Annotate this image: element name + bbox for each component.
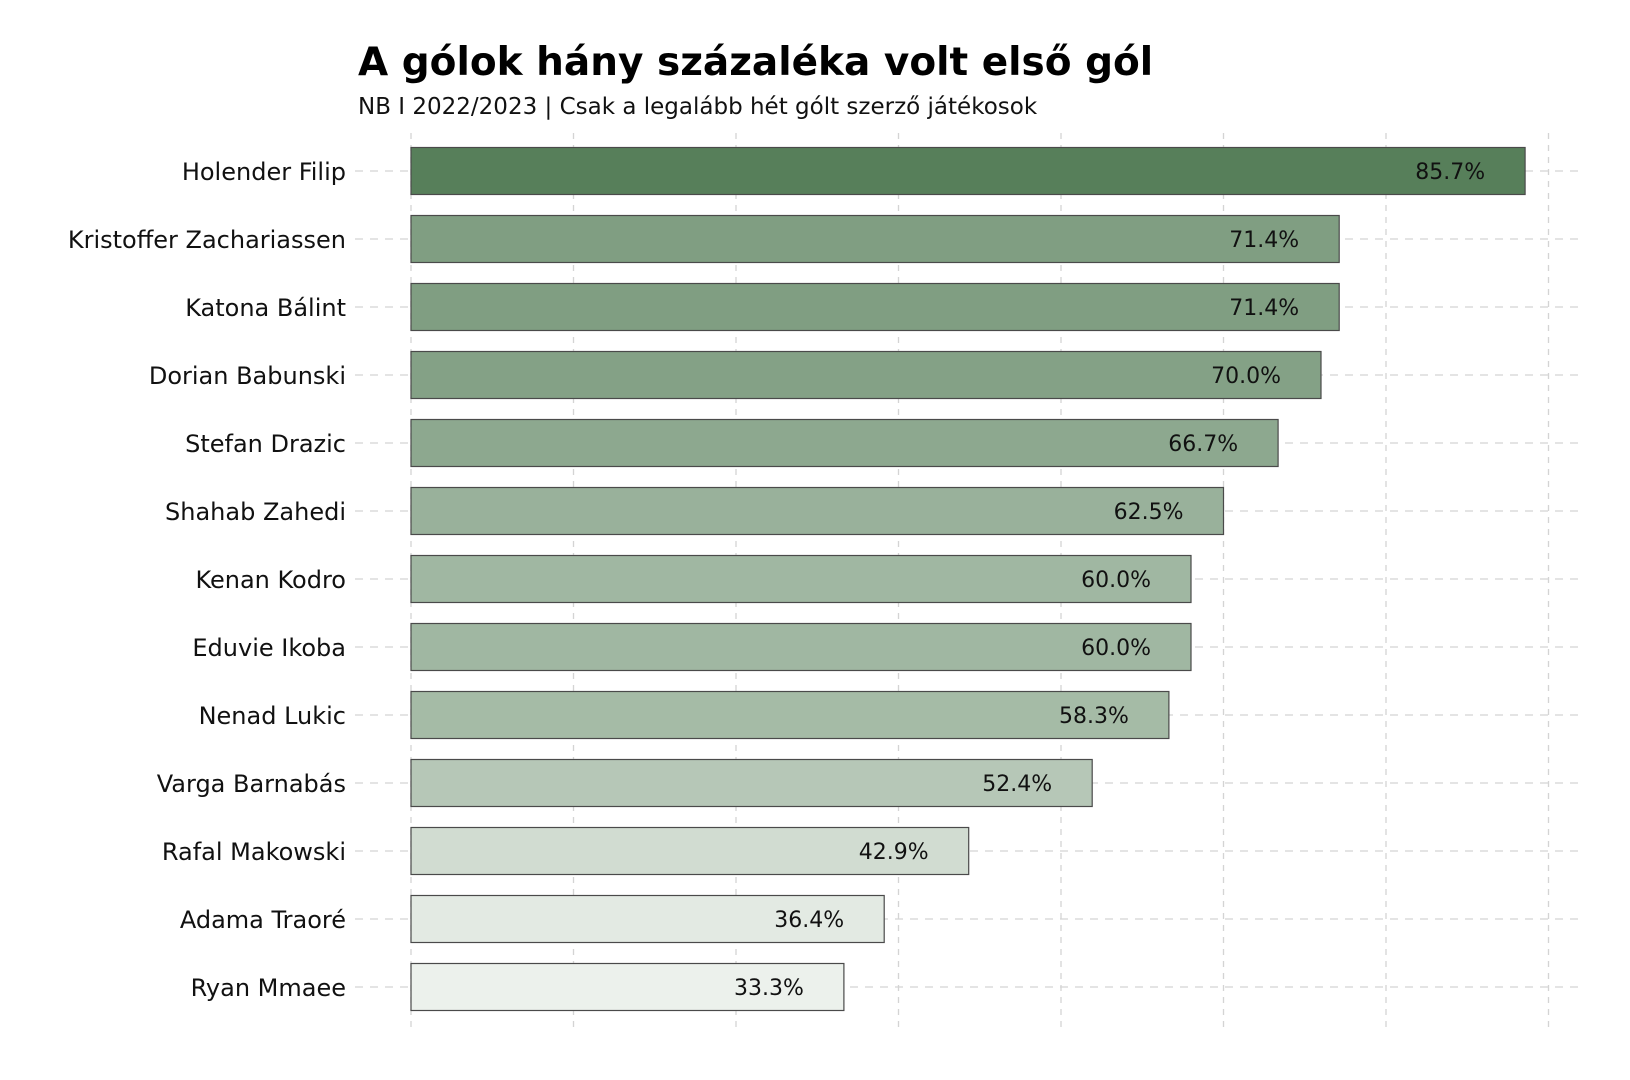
category-label: Katona Bálint — [185, 294, 346, 322]
category-label: Kristoffer Zachariassen — [68, 226, 346, 254]
bar — [410, 214, 1340, 264]
data-label: 70.0% — [1211, 364, 1281, 389]
bar — [410, 146, 1526, 196]
category-label: Holender Filip — [182, 158, 346, 186]
data-label: 42.9% — [859, 840, 929, 865]
data-label: 60.0% — [1081, 568, 1151, 593]
category-label: Eduvie Ikoba — [192, 634, 346, 662]
bar — [410, 622, 1192, 672]
bar — [410, 350, 1322, 400]
category-label: Ryan Mmaee — [191, 974, 346, 1002]
data-label: 71.4% — [1229, 228, 1299, 253]
bar — [410, 282, 1340, 332]
bar — [410, 554, 1192, 604]
bar — [410, 486, 1225, 536]
data-label: 66.7% — [1168, 432, 1238, 457]
data-label: 85.7% — [1415, 160, 1485, 185]
bar — [410, 418, 1279, 468]
data-label: 62.5% — [1114, 500, 1184, 525]
category-label: Nenad Lukic — [199, 702, 346, 730]
bar — [410, 826, 970, 876]
chart-subtitle: NB I 2022/2023 | Csak a legalább hét gól… — [358, 94, 1038, 120]
category-label: Kenan Kodro — [195, 566, 346, 594]
category-labels: Holender Filip Kristoffer Zachariassen Kat… — [68, 158, 346, 1002]
category-label: Dorian Babunski — [149, 362, 346, 390]
bar — [410, 894, 885, 944]
data-label: 58.3% — [1059, 704, 1129, 729]
data-label: 33.3% — [734, 976, 804, 1001]
category-label: Stefan Drazic — [185, 430, 346, 458]
bar — [410, 690, 1170, 740]
chart-title: A gólok hány százaléka volt első gól — [358, 40, 1154, 85]
bar — [410, 758, 1093, 808]
bars: 85.7% 71.4% 71.4% 70.0% 66.7% 62.5% 60.0% 60.0%… — [410, 146, 1526, 1012]
category-label: Varga Barnabás — [157, 770, 346, 798]
category-label: Adama Traoré — [180, 906, 346, 934]
category-label: Rafal Makowski — [162, 838, 346, 866]
category-label: Shahab Zahedi — [165, 498, 346, 526]
data-label: 52.4% — [982, 772, 1052, 797]
data-label: 71.4% — [1229, 296, 1299, 321]
data-label: 36.4% — [774, 908, 844, 933]
data-label: 60.0% — [1081, 636, 1151, 661]
bar — [410, 962, 845, 1012]
